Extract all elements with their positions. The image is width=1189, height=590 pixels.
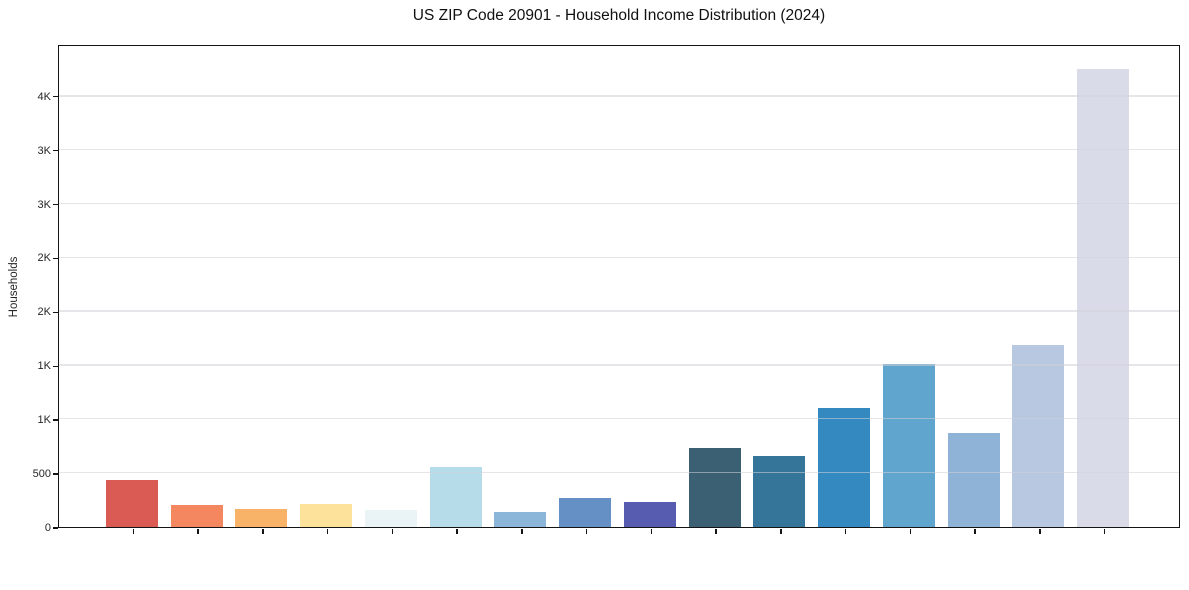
y-tick-label: 500 <box>32 468 51 481</box>
bar <box>1077 68 1130 527</box>
bar <box>494 511 547 527</box>
y-tick-mark <box>52 95 58 98</box>
gridline <box>59 364 1179 366</box>
bar <box>300 503 353 527</box>
x-tick-mark <box>909 529 912 534</box>
x-tick-mark <box>780 529 782 534</box>
x-tick-mark <box>650 529 653 534</box>
x-tick-mark <box>391 529 394 534</box>
x-tick-mark <box>715 529 717 534</box>
x-tick-mark <box>197 529 199 534</box>
x-tick-mark <box>844 529 847 534</box>
y-tick-mark <box>52 419 58 421</box>
gridline <box>59 202 1179 205</box>
y-tick-mark <box>52 203 58 206</box>
y-tick-label: 3K <box>37 144 51 157</box>
y-tick-label: 4K <box>37 90 51 103</box>
bar <box>235 509 288 527</box>
gridline <box>59 310 1179 312</box>
y-tick-mark <box>52 311 58 314</box>
x-tick-mark <box>521 529 523 534</box>
y-tick-label: 1K <box>37 414 51 427</box>
bar <box>429 466 482 527</box>
x-tick-mark <box>326 529 329 534</box>
gridline <box>59 95 1179 97</box>
x-tick-mark <box>585 529 588 534</box>
gridline <box>59 256 1179 258</box>
bar <box>947 433 1000 527</box>
y-tick-label: 2K <box>37 252 51 265</box>
y-tick-label: 0 <box>44 522 51 534</box>
x-tick-mark <box>1103 529 1106 534</box>
chart-title: US ZIP Code 20901 - Household Income Dis… <box>412 7 826 24</box>
y-tick-mark <box>52 365 58 367</box>
x-tick-mark <box>132 529 135 534</box>
gridline <box>59 418 1179 420</box>
bar <box>170 505 223 527</box>
y-tick-label: 2K <box>37 306 51 319</box>
x-tick-mark <box>456 529 458 534</box>
gridline <box>59 471 1179 474</box>
y-tick-mark <box>52 473 58 475</box>
x-tick-mark <box>1039 529 1041 534</box>
bar <box>623 502 676 527</box>
x-tick-mark <box>974 529 976 534</box>
plot-area <box>58 45 1180 528</box>
x-tick-mark <box>262 529 264 534</box>
y-tick-mark <box>52 257 58 260</box>
y-tick-label: 1K <box>37 360 51 373</box>
y-tick-label: 3K <box>37 198 51 211</box>
bar <box>105 480 158 527</box>
y-tick-mark <box>52 527 58 529</box>
gridline <box>59 149 1179 151</box>
y-tick-mark <box>52 149 58 152</box>
bar <box>753 455 806 527</box>
bar <box>818 408 871 527</box>
bar <box>882 363 935 527</box>
bar <box>364 509 417 527</box>
bar <box>559 498 612 527</box>
bar <box>688 448 741 527</box>
bar <box>1012 344 1065 527</box>
